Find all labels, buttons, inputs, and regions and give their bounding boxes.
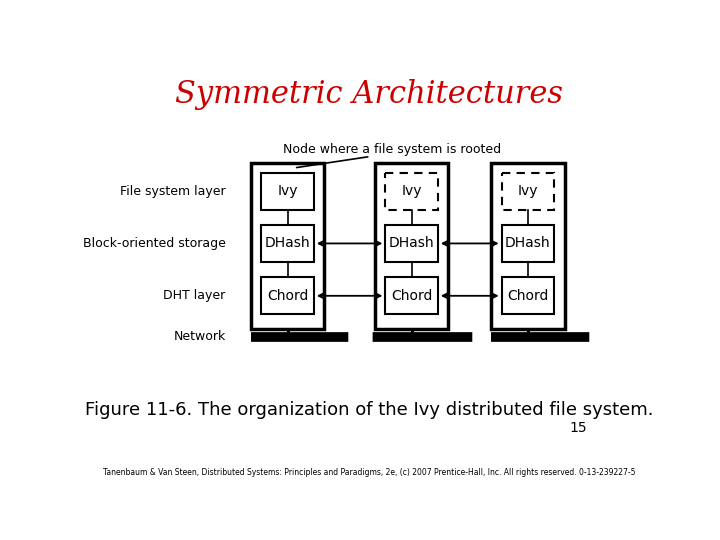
Text: DHash: DHash bbox=[389, 237, 434, 251]
Bar bbox=[261, 173, 314, 210]
Text: Network: Network bbox=[174, 330, 225, 343]
Bar bbox=[375, 164, 449, 329]
Text: Symmetric Architectures: Symmetric Architectures bbox=[175, 78, 563, 110]
Bar bbox=[502, 225, 554, 262]
Text: 15: 15 bbox=[570, 421, 587, 435]
Text: Node where a file system is rooted: Node where a file system is rooted bbox=[283, 143, 501, 156]
Bar bbox=[261, 225, 314, 262]
Bar bbox=[261, 278, 314, 314]
Text: DHT layer: DHT layer bbox=[163, 289, 225, 302]
Bar bbox=[385, 225, 438, 262]
Bar bbox=[502, 173, 554, 210]
Text: Block-oriented storage: Block-oriented storage bbox=[83, 237, 225, 250]
Text: Ivy: Ivy bbox=[277, 184, 298, 198]
Text: Tanenbaum & Van Steen, Distributed Systems: Principles and Paradigms, 2e, (c) 20: Tanenbaum & Van Steen, Distributed Syste… bbox=[103, 468, 635, 477]
Text: DHash: DHash bbox=[505, 237, 551, 251]
Text: Figure 11-6. The organization of the Ivy distributed file system.: Figure 11-6. The organization of the Ivy… bbox=[85, 401, 653, 418]
Bar bbox=[491, 164, 564, 329]
Bar bbox=[251, 164, 325, 329]
Text: DHash: DHash bbox=[265, 237, 310, 251]
Text: Chord: Chord bbox=[507, 289, 549, 303]
Bar bbox=[385, 278, 438, 314]
Text: Chord: Chord bbox=[267, 289, 308, 303]
Bar bbox=[385, 173, 438, 210]
Text: File system layer: File system layer bbox=[120, 185, 225, 198]
Text: Ivy: Ivy bbox=[401, 184, 422, 198]
Bar bbox=[502, 278, 554, 314]
Text: Chord: Chord bbox=[391, 289, 432, 303]
Text: Ivy: Ivy bbox=[518, 184, 538, 198]
